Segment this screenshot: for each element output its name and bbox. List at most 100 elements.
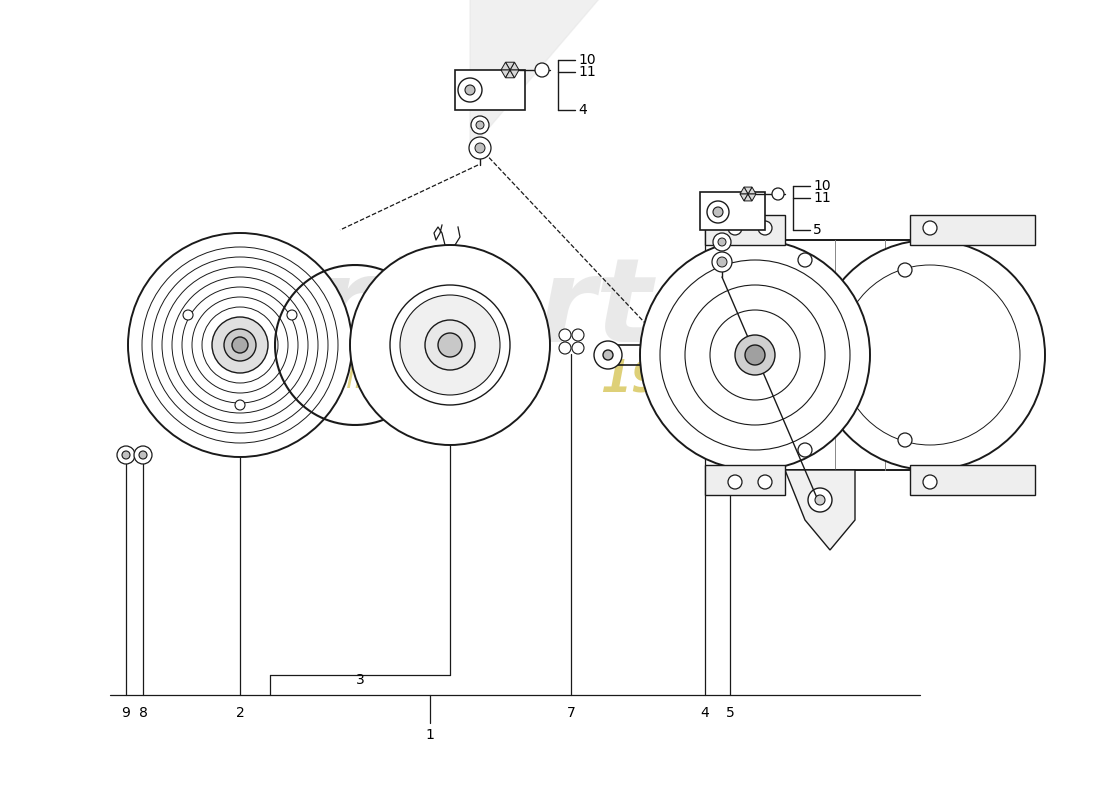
Text: 10: 10	[578, 53, 595, 67]
Polygon shape	[705, 215, 785, 245]
Text: 6: 6	[224, 318, 233, 332]
Circle shape	[758, 475, 772, 489]
Circle shape	[192, 297, 288, 393]
Text: 8: 8	[139, 706, 147, 720]
Circle shape	[172, 277, 308, 413]
Text: 4: 4	[578, 103, 586, 117]
Circle shape	[465, 85, 475, 95]
Circle shape	[735, 335, 776, 375]
Circle shape	[603, 350, 613, 360]
Text: 5: 5	[726, 706, 735, 720]
Circle shape	[772, 188, 784, 200]
Circle shape	[685, 285, 825, 425]
Circle shape	[898, 263, 912, 277]
Circle shape	[212, 317, 268, 373]
Polygon shape	[506, 70, 515, 78]
Circle shape	[559, 342, 571, 354]
Polygon shape	[740, 187, 748, 194]
Circle shape	[840, 265, 1020, 445]
Circle shape	[182, 287, 298, 403]
Polygon shape	[705, 465, 785, 495]
Circle shape	[139, 451, 147, 459]
Circle shape	[710, 310, 800, 400]
Circle shape	[535, 63, 549, 77]
Circle shape	[475, 143, 485, 153]
Text: 11: 11	[813, 191, 830, 205]
Polygon shape	[910, 465, 1035, 495]
Circle shape	[134, 446, 152, 464]
Text: 9: 9	[122, 706, 131, 720]
Circle shape	[728, 221, 743, 235]
Circle shape	[390, 285, 510, 405]
Circle shape	[152, 257, 328, 433]
Text: 2: 2	[235, 706, 244, 720]
Circle shape	[142, 247, 338, 443]
Circle shape	[202, 307, 278, 383]
Circle shape	[224, 329, 256, 361]
Circle shape	[572, 329, 584, 341]
Text: 1: 1	[426, 728, 434, 742]
Polygon shape	[510, 70, 519, 78]
Bar	[700, 192, 764, 230]
Circle shape	[122, 451, 130, 459]
Circle shape	[640, 240, 870, 470]
Circle shape	[425, 320, 475, 370]
Text: 4: 4	[701, 706, 710, 720]
Polygon shape	[500, 70, 510, 78]
Circle shape	[476, 121, 484, 129]
Circle shape	[162, 267, 318, 423]
Polygon shape	[910, 215, 1035, 245]
Circle shape	[287, 310, 297, 320]
Circle shape	[923, 475, 937, 489]
Circle shape	[923, 221, 937, 235]
Circle shape	[235, 400, 245, 410]
Polygon shape	[500, 62, 510, 70]
Circle shape	[400, 295, 500, 395]
Text: Parts: Parts	[379, 253, 724, 367]
Circle shape	[758, 221, 772, 235]
Text: 11: 11	[578, 65, 596, 79]
Bar	[764, 240, 930, 470]
Circle shape	[117, 446, 135, 464]
Text: 5: 5	[813, 223, 822, 237]
Circle shape	[798, 443, 812, 457]
Circle shape	[898, 433, 912, 447]
Polygon shape	[744, 187, 752, 194]
Circle shape	[572, 342, 584, 354]
Polygon shape	[510, 62, 519, 70]
Circle shape	[438, 333, 462, 357]
Circle shape	[718, 238, 726, 246]
Circle shape	[808, 488, 832, 512]
Text: 7: 7	[566, 706, 575, 720]
Circle shape	[712, 252, 732, 272]
Polygon shape	[740, 194, 748, 201]
Circle shape	[728, 475, 743, 489]
Circle shape	[815, 495, 825, 505]
Polygon shape	[748, 194, 756, 201]
Text: uro: uro	[230, 253, 453, 367]
Circle shape	[559, 329, 571, 341]
Circle shape	[713, 207, 723, 217]
Bar	[455, 70, 525, 110]
Polygon shape	[785, 470, 855, 550]
Circle shape	[745, 345, 764, 365]
Circle shape	[471, 116, 490, 134]
Circle shape	[594, 341, 621, 369]
Circle shape	[815, 240, 1045, 470]
Text: e: e	[160, 235, 264, 385]
Circle shape	[707, 201, 729, 223]
Circle shape	[798, 253, 812, 267]
Polygon shape	[506, 62, 515, 70]
Text: 1985: 1985	[600, 358, 724, 402]
Circle shape	[232, 337, 248, 353]
Circle shape	[717, 257, 727, 267]
Circle shape	[458, 78, 482, 102]
Circle shape	[350, 245, 550, 445]
Polygon shape	[748, 187, 756, 194]
Text: 10: 10	[813, 179, 830, 193]
Circle shape	[469, 137, 491, 159]
Text: 3: 3	[355, 673, 364, 687]
Polygon shape	[470, 0, 1044, 150]
Text: era parts online since: era parts online since	[160, 366, 491, 394]
Circle shape	[128, 233, 352, 457]
